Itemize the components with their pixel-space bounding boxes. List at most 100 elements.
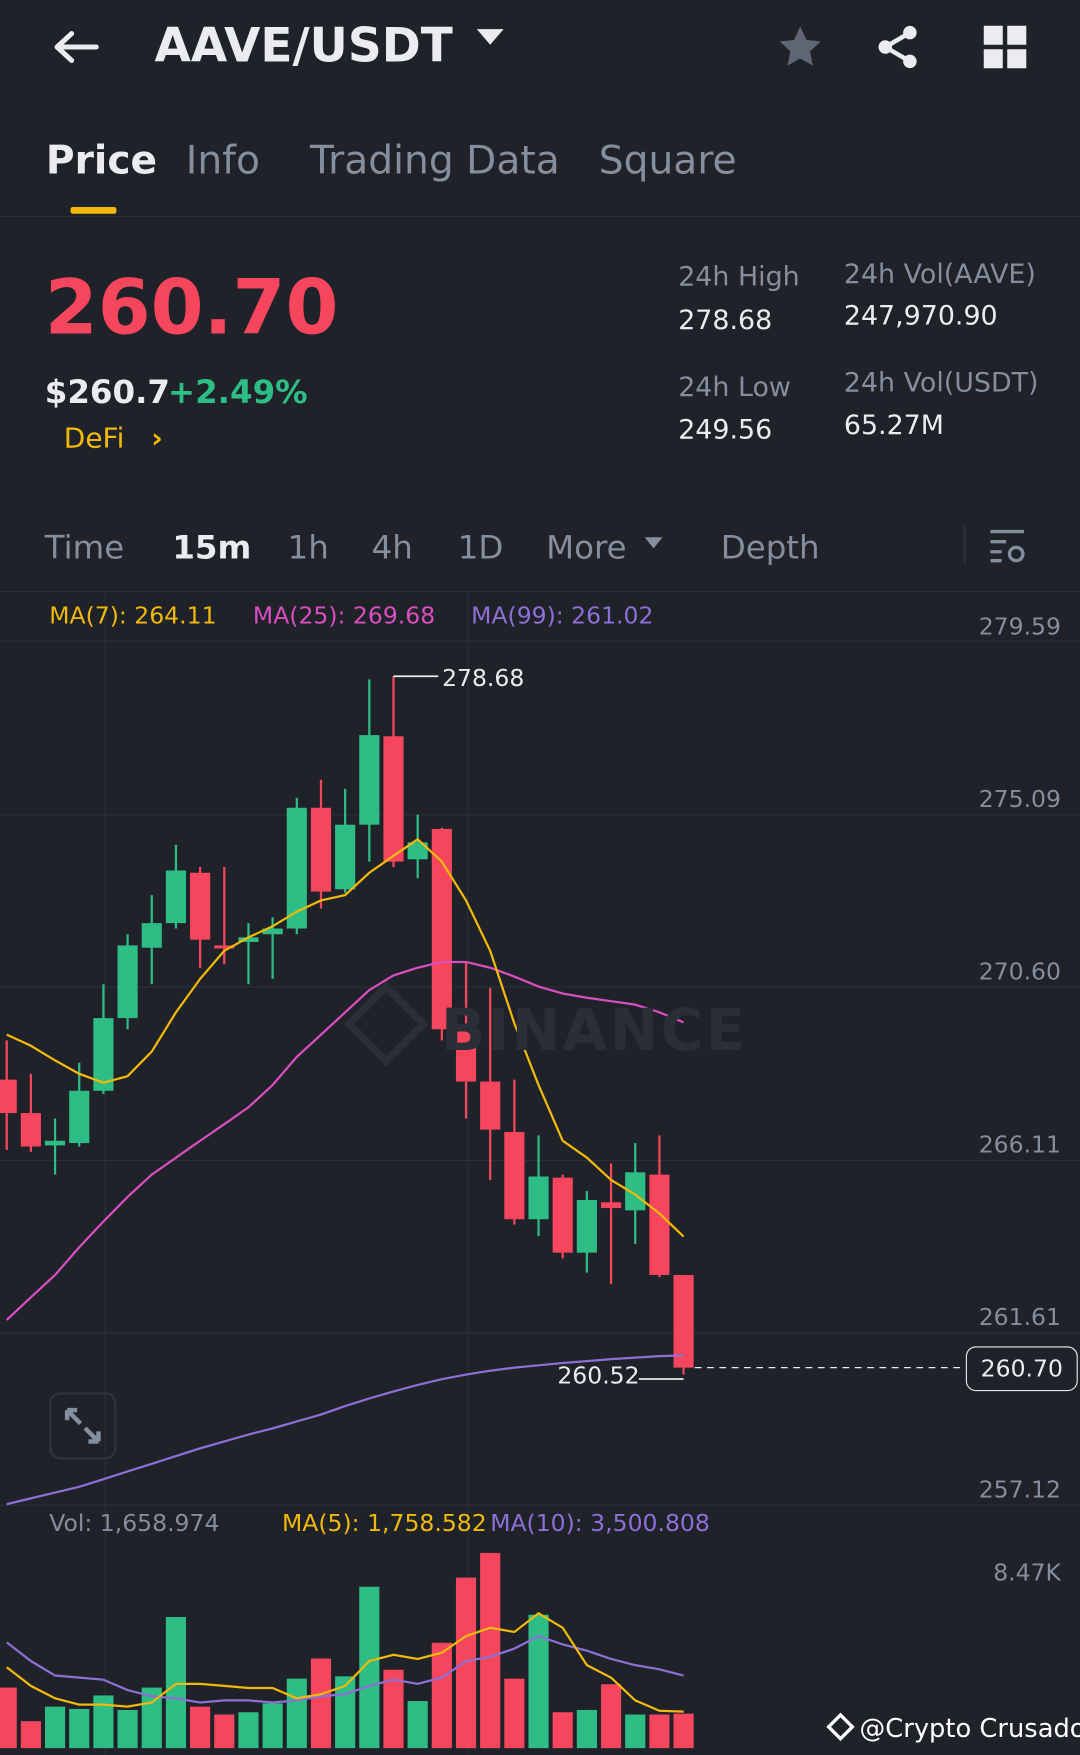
volume-bar [455,1577,477,1749]
candle-down [310,807,332,892]
layout-button[interactable] [983,25,1028,74]
usd-price: $260.7 [44,372,171,411]
candle-up [238,937,259,942]
tab-price[interactable]: Price [45,138,158,184]
chart-settings-icon [990,529,1025,563]
interval-more[interactable]: More [546,528,664,566]
candle-down [673,1274,694,1368]
volume-bar [504,1678,525,1749]
high-value: 278.68 [678,304,773,336]
watermark-logo: BINANCE [343,981,748,1067]
ma7-legend: MA(7): 264.11 [49,602,217,629]
more-label: More [546,528,627,567]
candle-down [214,945,235,949]
candle-down [0,1079,17,1114]
candle-down [455,1029,477,1082]
share-button[interactable] [873,22,922,76]
candle-up [625,1172,646,1211]
candle-up [286,807,307,929]
favorite-button[interactable] [776,22,825,76]
volume-bar [480,1552,501,1749]
divider [963,526,966,565]
candle-down [649,1174,670,1275]
vol-quote-label: 24h Vol(USDT) [843,367,1039,399]
volume-bar [359,1586,380,1749]
vol-base-value: 247,970.90 [843,299,998,332]
back-arrow-icon [54,31,99,63]
fullscreen-button[interactable] [49,1392,117,1460]
volume-bar [431,1642,452,1749]
candle-up [359,735,380,825]
caret-down-icon [644,537,663,549]
ma25-legend: MA(25): 269.68 [252,602,436,629]
candle-down [600,1202,622,1209]
divider [0,215,1080,218]
y-tick-label: 257.12 [978,1476,1061,1504]
vol-ma10-legend: MA(10): 3,500.808 [490,1509,710,1537]
credit-watermark: @Crypto Crusador [826,1712,1080,1744]
interval-1h[interactable]: 1h [287,528,329,567]
high-marker-label: 278.68 [442,664,525,692]
volume-ma10-line [6,1634,684,1704]
star-icon [779,26,821,66]
candle-up [335,824,356,890]
expand-icon [64,1407,101,1444]
volume-ma5-line [6,1611,684,1713]
pair-title: AAVE/USDT [154,17,453,73]
high-label: 24h High [678,260,800,293]
candle-up [576,1199,597,1253]
volume-bar [576,1709,597,1749]
credit-text: @Crypto Crusador [859,1714,1080,1744]
chart-settings-button[interactable] [987,526,1027,571]
volume-bar [69,1708,90,1749]
watermark-text: BINANCE [440,997,748,1065]
candle-down [431,828,452,1030]
interval-4h[interactable]: 4h [371,528,413,567]
candle-up [528,1176,549,1220]
volume-bar [117,1709,138,1749]
interval-15m[interactable]: 15m [172,528,252,567]
grid-icon [983,25,1027,69]
volume-bar [165,1617,187,1749]
sector-tag: DeFi [63,421,125,455]
volume-bar [310,1658,332,1749]
candle-down [190,872,211,940]
volume-bar [20,1721,41,1749]
candle-down [552,1177,573,1253]
current-price-label: 260.70 [965,1346,1078,1392]
chevron-right-icon: › [151,421,163,455]
pair-selector[interactable]: AAVE/USDT [154,18,505,73]
volume-bar [673,1713,694,1749]
back-button[interactable] [49,25,103,70]
volume-bar [44,1706,66,1749]
candle-up [407,842,428,860]
volume-bar [528,1614,549,1749]
candle-down [504,1131,525,1220]
sector-tag-link[interactable]: DeFi › [64,422,163,454]
y-tick-label: 275.09 [978,785,1061,813]
interval-time[interactable]: Time [44,528,125,567]
volume-bar [238,1712,259,1749]
tab-square[interactable]: Square [598,138,737,184]
candle-up [69,1090,90,1144]
tab-info[interactable]: Info [185,138,260,184]
binance-logo-icon [826,1712,855,1742]
volume-bar [93,1695,114,1749]
candle-up [117,945,138,1019]
volume-bar [383,1669,404,1749]
volume-bar [552,1712,573,1749]
interval-1d[interactable]: 1D [457,528,504,567]
tab-trading-data[interactable]: Trading Data [310,138,560,184]
y-tick-label: 261.61 [978,1303,1061,1331]
volume-bar [0,1687,17,1749]
binance-logo-icon [343,981,429,1067]
depth-tab[interactable]: Depth [720,528,820,567]
tab-active-indicator [70,207,117,214]
ma7-line [6,837,685,1238]
vol-base-label: 24h Vol(AAVE) [843,258,1036,290]
divider [0,590,1080,593]
y-tick-label: 266.11 [978,1131,1061,1159]
ma99-line [6,1354,684,1506]
